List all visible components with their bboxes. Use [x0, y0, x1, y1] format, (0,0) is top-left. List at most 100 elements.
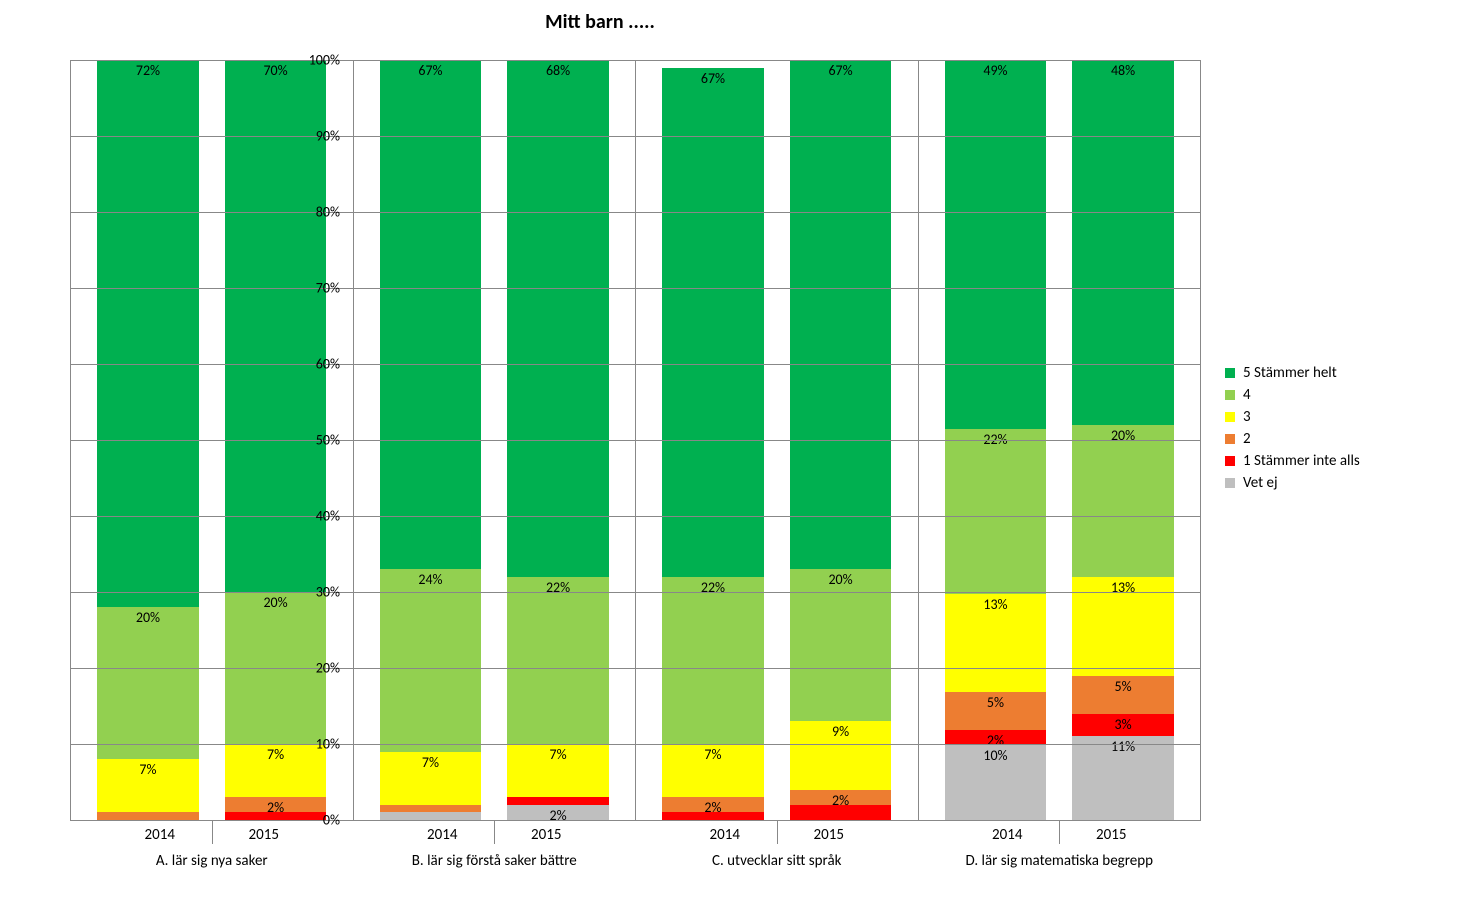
- bar-segment-s1: 2%: [945, 730, 1046, 745]
- bar-segment-vetej: [380, 812, 481, 820]
- segment-value-label: 5%: [945, 694, 1046, 711]
- category-label: D. lär sig matematiska begrepp: [919, 852, 1201, 870]
- y-axis-label: 0%: [290, 812, 340, 829]
- y-axis-label: 50%: [290, 432, 340, 449]
- segment-value-label: 13%: [1072, 579, 1173, 596]
- segment-value-label: 49%: [945, 62, 1046, 79]
- x-year-label: 2014: [145, 820, 175, 844]
- legend-label: 3: [1243, 408, 1251, 426]
- bar-segment-s2: [380, 805, 481, 813]
- segment-value-label: 67%: [790, 62, 891, 79]
- segment-value-label: 20%: [97, 609, 198, 626]
- gridline: [71, 364, 1201, 365]
- legend-swatch: [1225, 412, 1235, 422]
- bar-segment-s2: 2%: [225, 797, 326, 812]
- bar-segment-s5: 48%: [1072, 60, 1173, 425]
- bar-segment-s2: 5%: [1072, 676, 1173, 714]
- y-axis-label: 20%: [290, 660, 340, 677]
- gridline: [71, 212, 1201, 213]
- x-year-label: 2015: [814, 820, 844, 844]
- segment-value-label: 72%: [97, 62, 198, 79]
- bar-segment-s3: 7%: [97, 759, 198, 812]
- bar-segment-s2: 2%: [790, 790, 891, 805]
- legend-swatch: [1225, 478, 1235, 488]
- bar-segment-s4: 22%: [662, 577, 763, 744]
- chart-container: Mitt barn ..... 7%20%72%2%7%20%70%201420…: [0, 0, 1480, 923]
- category-label: C. utvecklar sitt språk: [636, 852, 918, 870]
- legend-item: 3: [1225, 408, 1360, 426]
- gridline: [71, 288, 1201, 289]
- bar-segment-s4: 22%: [945, 429, 1046, 595]
- bar-segment-vetej: 11%: [1072, 736, 1173, 820]
- legend-label: 4: [1243, 386, 1251, 404]
- segment-value-label: 67%: [662, 70, 763, 87]
- legend-swatch: [1225, 390, 1235, 400]
- legend-label: 5 Stämmer helt: [1243, 364, 1337, 382]
- segment-value-label: 68%: [507, 62, 608, 79]
- bar-segment-s4: 22%: [507, 577, 608, 744]
- x-year-label: 2015: [1096, 820, 1126, 844]
- bar-segment-s3: 7%: [507, 744, 608, 797]
- x-year-label: 2014: [710, 820, 740, 844]
- segment-value-label: 2%: [945, 732, 1046, 749]
- bar-segment-vetej: 2%: [507, 805, 608, 820]
- segment-value-label: 20%: [790, 571, 891, 588]
- y-axis-label: 70%: [290, 280, 340, 297]
- segment-value-label: 10%: [945, 747, 1046, 764]
- bar-segment-s3: 7%: [662, 744, 763, 797]
- bar-segment-s3: 13%: [945, 594, 1046, 692]
- x-year-label: 2014: [992, 820, 1022, 844]
- segment-value-label: 24%: [380, 571, 481, 588]
- x-year-label: 2014: [427, 820, 457, 844]
- bar-segment-s5: 67%: [662, 68, 763, 577]
- segment-value-label: 5%: [1072, 678, 1173, 695]
- bar-segment-s1: 3%: [1072, 714, 1173, 737]
- bar-segment-s3: 7%: [380, 752, 481, 805]
- segment-value-label: 3%: [1072, 716, 1173, 733]
- segment-value-label: 2%: [662, 799, 763, 816]
- bar-segment-s3: 9%: [790, 721, 891, 789]
- bar-segment-s5: 72%: [97, 60, 198, 607]
- legend-label: 2: [1243, 430, 1251, 448]
- segment-value-label: 22%: [662, 579, 763, 596]
- legend-label: Vet ej: [1243, 474, 1278, 492]
- bar-segment-s1: [507, 797, 608, 805]
- y-axis-label: 30%: [290, 584, 340, 601]
- bar-segment-s4: 20%: [97, 607, 198, 759]
- bar-segment-s4: 24%: [380, 569, 481, 751]
- gridline: [71, 440, 1201, 441]
- segment-value-label: 67%: [380, 62, 481, 79]
- y-axis-label: 90%: [290, 128, 340, 145]
- gridline: [71, 60, 1201, 61]
- bar-segment-s2: [97, 812, 198, 820]
- x-year-label: 2015: [531, 820, 561, 844]
- segment-value-label: 9%: [790, 723, 891, 740]
- bar-segment-s5: 49%: [945, 60, 1046, 429]
- segment-value-label: 7%: [97, 761, 198, 778]
- legend-swatch: [1225, 456, 1235, 466]
- bar-segment-s5: 68%: [507, 60, 608, 577]
- plot-area: 7%20%72%2%7%20%70%20142015A. lär sig nya…: [70, 60, 1201, 821]
- legend-item: 4: [1225, 386, 1360, 404]
- gridline: [71, 668, 1201, 669]
- segment-value-label: 7%: [662, 746, 763, 763]
- legend-swatch: [1225, 368, 1235, 378]
- y-axis-label: 100%: [290, 52, 340, 69]
- legend-item: Vet ej: [1225, 474, 1360, 492]
- bar-segment-vetej: 10%: [945, 745, 1046, 820]
- chart-title: Mitt barn .....: [0, 10, 1200, 34]
- legend-item: 2: [1225, 430, 1360, 448]
- segment-value-label: 2%: [790, 792, 891, 809]
- legend-item: 5 Stämmer helt: [1225, 364, 1360, 382]
- segment-value-label: 13%: [945, 596, 1046, 613]
- x-tick: [777, 820, 778, 844]
- segment-value-label: 7%: [380, 754, 481, 771]
- segment-value-label: 11%: [1072, 738, 1173, 755]
- gridline: [71, 136, 1201, 137]
- gridline: [71, 516, 1201, 517]
- x-tick: [1059, 820, 1060, 844]
- bar-segment-s2: 2%: [662, 797, 763, 812]
- segment-value-label: 22%: [507, 579, 608, 596]
- y-axis-label: 60%: [290, 356, 340, 373]
- legend-swatch: [1225, 434, 1235, 444]
